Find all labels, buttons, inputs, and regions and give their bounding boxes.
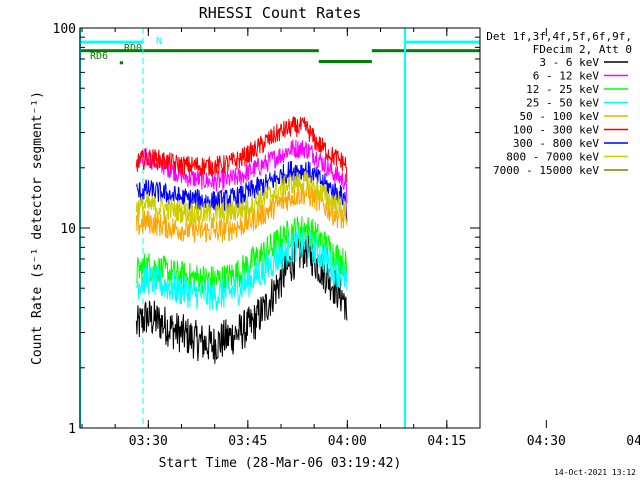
- flag-bar: [318, 59, 372, 63]
- x-axis-label: Start Time (28-Mar-06 03:19:42): [159, 456, 402, 471]
- series-line: [135, 115, 348, 183]
- legend-entry-label: 300 - 800 keV: [513, 137, 599, 150]
- y-tick-label: 100: [53, 22, 76, 37]
- legend-entry-label: 50 - 100 keV: [520, 110, 600, 123]
- flag-bar: [119, 61, 124, 65]
- series-line: [135, 170, 348, 226]
- x-tick-label: 03:45: [228, 434, 267, 449]
- chart-title: RHESSI Count Rates: [199, 4, 362, 22]
- flag-bar: [80, 49, 319, 53]
- flag-label: RD6: [90, 51, 108, 62]
- legend-entry-label: 12 - 25 keV: [526, 83, 599, 96]
- series-line: [135, 139, 348, 204]
- legend: Det 1f,3f,4f,5f,6f,9f,FDecim 2, Att 03 -…: [486, 30, 632, 177]
- flag-bar: [371, 49, 480, 53]
- x-tick-label: 04:45: [626, 434, 640, 449]
- series-line: [135, 161, 348, 222]
- flag-bar: [405, 40, 480, 44]
- legend-entry-label: 7000 - 15000 keV: [493, 164, 599, 177]
- legend-entry-label: 6 - 12 keV: [533, 70, 600, 83]
- x-tick-label: 03:30: [129, 434, 168, 449]
- flag-label: RD0: [124, 43, 142, 54]
- flag-label: N: [156, 36, 162, 47]
- y-axis-label: Count Rate (s⁻¹ detector segment⁻¹): [30, 91, 45, 365]
- series-line: [135, 216, 348, 294]
- legend-header: FDecim 2, Att 0: [533, 43, 632, 56]
- x-tick-label: 04:15: [427, 434, 466, 449]
- legend-entry-label: 800 - 7000 keV: [506, 151, 599, 164]
- flag-bar: [80, 40, 144, 44]
- series-line: [135, 227, 348, 364]
- x-tick-label: 04:00: [328, 434, 367, 449]
- series-line: [135, 227, 348, 311]
- axes: 03:30 03:45 04:00 04:15 04:30 04:45 1 10 100: [53, 22, 640, 449]
- timestamp: 14-Oct-2021 13:12: [554, 468, 636, 477]
- legend-entry-label: 100 - 300 keV: [513, 124, 599, 137]
- series-lines: [135, 115, 348, 364]
- y-tick-label: 1: [68, 422, 76, 437]
- legend-header: Det 1f,3f,4f,5f,6f,9f,: [486, 30, 632, 43]
- legend-entry-label: 3 - 6 keV: [539, 56, 599, 69]
- x-tick-label: 04:30: [527, 434, 566, 449]
- y-tick-label: 10: [60, 222, 76, 237]
- legend-entry-label: 25 - 50 keV: [526, 97, 599, 110]
- flag-bars: N RD0 RD6: [80, 36, 480, 65]
